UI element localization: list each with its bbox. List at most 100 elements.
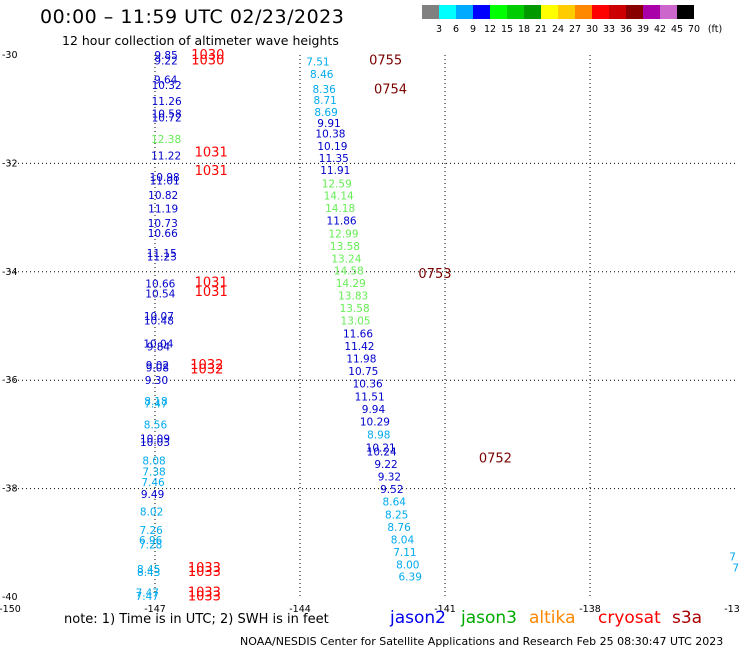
wave-height-point: 12.59 <box>322 178 352 190</box>
wave-height-point: 8.45 <box>137 564 160 576</box>
wave-height-point: 11.01 <box>150 176 180 188</box>
wave-height-point: 9.49 <box>141 489 164 501</box>
wave-height-point: 7.47 <box>136 588 159 600</box>
wave-height-point: 8.64 <box>383 497 407 509</box>
colorbar-swatch <box>643 5 660 19</box>
colorbar-label: 21 <box>534 24 548 35</box>
wave-height-point: 7.26 <box>139 525 163 537</box>
x-tick-label: -150 <box>0 604 21 615</box>
colorbar-swatch <box>473 5 490 19</box>
wave-height-point: 9.91 <box>317 118 340 130</box>
wave-height-point: 7.47 <box>144 399 167 411</box>
colorbar-label: 27 <box>568 24 582 35</box>
pass-time-label: 1031 <box>195 276 228 291</box>
wave-height-point: 10.03 <box>140 437 170 449</box>
colorbar-label: 45 <box>670 24 684 35</box>
satellite-legend-jason3: jason3 <box>461 608 517 628</box>
wave-height-point: 10.66 <box>145 279 175 291</box>
pass-time-label: 1030 <box>191 48 224 63</box>
wave-height-point: 9.85 <box>154 50 177 62</box>
wave-height-point: 10.36 <box>353 378 383 390</box>
colorbar-label: 3 <box>435 24 443 35</box>
wave-height-point: 9.52 <box>380 484 403 496</box>
pass-time-label: 0754 <box>374 83 407 98</box>
x-tick-label: -135 <box>724 604 740 615</box>
wave-height-point: 8.04 <box>391 535 415 547</box>
y-tick-label: -40 <box>2 592 18 603</box>
wave-height-point: 11.66 <box>343 329 373 341</box>
pass-time-label: 1031 <box>195 145 228 160</box>
wave-height-point: 6.39 <box>399 571 422 583</box>
wave-height-point: 10.21 <box>366 442 396 454</box>
wave-height-point: 9.64 <box>154 74 178 86</box>
wave-height-point: 9.94 <box>362 404 386 416</box>
satellite-legend-s3a: s3a <box>672 608 703 628</box>
wave-height-point: 9.30 <box>145 375 168 387</box>
colorbar-swatch <box>541 5 558 19</box>
wave-height-point: 13.58 <box>330 241 360 253</box>
wave-height-point: 10.32 <box>152 80 182 92</box>
colorbar-swatch <box>439 5 456 19</box>
colorbar-unit: (ft) <box>707 24 723 35</box>
colorbar-swatch <box>490 5 507 19</box>
wave-height-point: 10.29 <box>360 416 390 428</box>
pass-time-label: 1033 <box>188 561 221 576</box>
x-tick-label: -141 <box>434 604 456 615</box>
wave-height-point: 10.73 <box>148 218 178 230</box>
wave-height-point: 11.91 <box>320 165 350 177</box>
x-tick-label: -138 <box>579 604 601 615</box>
pass-time-label: 1033 <box>188 589 221 604</box>
wave-height-point: 10.58 <box>152 109 182 121</box>
wave-height-point: 11.35 <box>319 153 349 165</box>
wave-height-point: 8.71 <box>313 95 336 107</box>
colorbar-label: 24 <box>551 24 565 35</box>
wave-height-point: 10.72 <box>152 112 182 124</box>
wave-height-point: 8.76 <box>387 522 411 534</box>
pass-time-label: 1030 <box>191 53 224 68</box>
wave-height-point: 11.23 <box>147 252 177 264</box>
pass-time-label: 0752 <box>479 452 512 467</box>
colorbar-label: 39 <box>636 24 650 35</box>
wave-height-point: 9.22 <box>374 459 397 471</box>
wave-height-point: 7.51 <box>306 57 329 69</box>
footer-credit: NOAA/NESDIS Center for Satellite Applica… <box>240 635 724 648</box>
wave-height-point: 11.42 <box>344 341 374 353</box>
pass-time-label: 1031 <box>195 164 228 179</box>
wave-height-point: 11.22 <box>151 150 181 162</box>
wave-height-point: 9.08 <box>146 363 169 375</box>
pass-time-label: 1032 <box>190 358 223 373</box>
wave-height-point: 10.48 <box>144 316 174 328</box>
wave-height-point: 9.02 <box>146 360 169 372</box>
wave-height-point: 7.46 <box>141 477 165 489</box>
wave-height-point: 8.18 <box>144 396 167 408</box>
colorbar-swatch <box>575 5 592 19</box>
y-tick-label: -30 <box>2 50 18 61</box>
colorbar-label: 36 <box>619 24 633 35</box>
colorbar-swatch <box>422 5 439 19</box>
colorbar-label: 9 <box>469 24 477 35</box>
colorbar-swatch <box>609 5 626 19</box>
colorbar-swatch <box>456 5 473 19</box>
satellite-legend-cryosat: cryosat <box>598 608 661 628</box>
y-tick-label: -36 <box>2 375 18 386</box>
chart-title: 00:00 – 11:59 UTC 02/23/2023 <box>40 6 345 28</box>
wave-height-point: 12.99 <box>328 228 358 240</box>
wave-height-point: 11.19 <box>148 203 178 215</box>
wave-height-point: 14.18 <box>325 203 355 215</box>
wave-height-point: 10.04 <box>143 338 173 350</box>
colorbar-label: 12 <box>483 24 497 35</box>
wave-height-point: 9.22 <box>154 55 177 67</box>
x-tick-label: -147 <box>144 604 166 615</box>
wave-height-point: 11.15 <box>147 248 177 260</box>
colorbar-swatch <box>507 5 524 19</box>
wave-height-point: 10.07 <box>144 311 174 323</box>
wave-height-point: 8.02 <box>140 506 163 518</box>
wave-height-point: 11.98 <box>346 354 376 366</box>
wave-height-point: 13.24 <box>331 253 361 265</box>
colorbar-label: 42 <box>653 24 667 35</box>
wave-height-point: 6.96 <box>139 535 163 547</box>
wave-height-point: 11.51 <box>355 391 385 403</box>
x-tick-label: -144 <box>289 604 311 615</box>
wave-height-point: 10.54 <box>145 288 175 300</box>
wave-height-point: 10.38 <box>315 129 345 141</box>
